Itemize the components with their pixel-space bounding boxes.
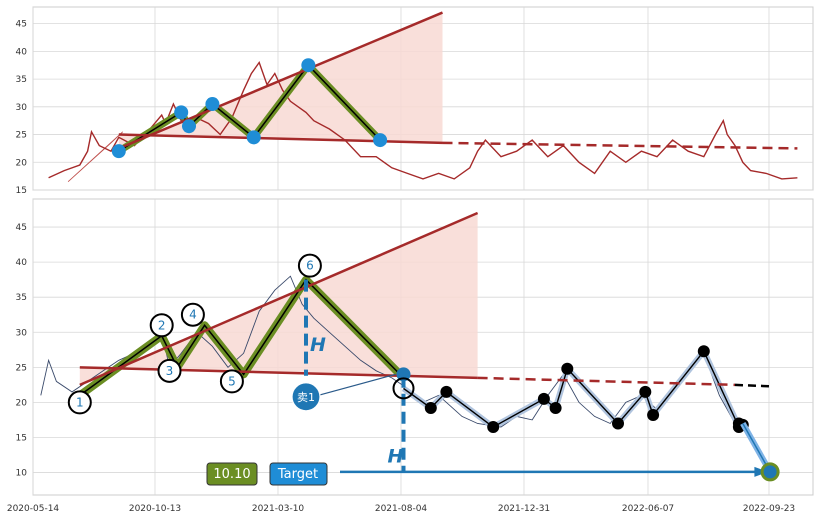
top-pivot-point xyxy=(111,144,126,159)
zigzag-point xyxy=(639,385,652,398)
top-ytick-label: 40 xyxy=(16,47,28,57)
pivot-label-circle xyxy=(157,358,182,383)
xtick-label: 2020-05-14 xyxy=(7,504,60,514)
xtick-label: 2022-09-23 xyxy=(743,504,795,514)
zigzag-point xyxy=(647,409,660,422)
bottom-ytick-label: 25 xyxy=(16,363,27,373)
target-value-box xyxy=(206,462,258,486)
breakout-marker xyxy=(392,377,415,400)
bottom-upper-trendline xyxy=(79,211,479,387)
target-point xyxy=(760,462,780,482)
top-pivot-point xyxy=(174,105,189,120)
xtick-label: 2021-08-04 xyxy=(375,504,428,514)
bottom-lower-trendline xyxy=(79,366,478,380)
xtick-label: 2021-12-31 xyxy=(498,504,550,514)
target-label-box xyxy=(269,462,328,486)
zigzag-point xyxy=(612,417,624,430)
bottom-ytick-label: 40 xyxy=(16,258,28,268)
height-label: H xyxy=(310,334,326,356)
top-pivot-point xyxy=(301,58,316,73)
xtick-label: 2021-03-10 xyxy=(252,504,305,514)
bottom-ytick-label: 15 xyxy=(16,433,27,443)
pivot-label-circle xyxy=(219,369,244,394)
sell-label: 卖1 xyxy=(297,391,315,404)
zigzag-point xyxy=(424,402,437,415)
top-ytick-label: 25 xyxy=(16,131,27,141)
top-ytick-label: 30 xyxy=(16,103,28,113)
zigzag-point xyxy=(561,362,574,375)
top-pivot-point xyxy=(246,130,261,145)
top-lower-trendline xyxy=(118,133,443,145)
zigzag-point xyxy=(440,385,453,398)
pivot-label: 6 xyxy=(306,259,314,273)
bottom-ytick-label: 35 xyxy=(16,293,27,303)
top-ytick-label: 45 xyxy=(16,20,27,30)
target-label: Target xyxy=(277,467,318,482)
top-pivot-point xyxy=(182,119,196,134)
xtick-label: 2022-06-07 xyxy=(622,504,674,514)
pivot-label: 3 xyxy=(166,364,174,378)
sell-callout-bubble xyxy=(291,382,321,412)
top-pivot-point xyxy=(373,133,388,148)
pivot-label-circle xyxy=(180,302,205,327)
top-ytick-label: 35 xyxy=(16,75,27,85)
pivot-label-circle xyxy=(67,390,92,415)
sell-callout-line xyxy=(317,373,396,396)
top-upper-trendline xyxy=(118,11,443,150)
pivot-label-circle xyxy=(149,313,174,338)
bottom-ytick-label: 45 xyxy=(16,223,27,233)
target-value-label: 10.10 xyxy=(213,467,250,482)
bottom-ytick-label: 20 xyxy=(16,398,28,408)
height-label-projected: H xyxy=(388,446,404,468)
top-early-triangle xyxy=(67,131,123,182)
zigzag-point xyxy=(487,420,500,433)
pivot-label: 5 xyxy=(228,374,236,388)
bottom-trendline-extension xyxy=(477,376,736,387)
sell-point xyxy=(396,367,411,382)
bottom-ytick-label: 10 xyxy=(16,469,28,479)
bottom-ytick-label: 30 xyxy=(16,328,28,338)
zigzag-point xyxy=(549,402,562,415)
top-pivot-point xyxy=(205,97,220,112)
zigzag-point xyxy=(697,345,710,358)
zigzag-point xyxy=(537,392,550,405)
zigzag-line xyxy=(403,349,744,428)
top-ytick-label: 20 xyxy=(16,158,28,168)
pivot-label: 1 xyxy=(76,395,84,409)
xtick-label: 2020-10-13 xyxy=(129,504,181,514)
black-trend-extension xyxy=(734,383,771,388)
top-trendline-extension xyxy=(442,141,798,150)
pivot-label: 2 xyxy=(158,318,166,332)
pivot-label-circle xyxy=(297,253,322,278)
top-ytick-label: 15 xyxy=(16,186,27,196)
pivot-label: 4 xyxy=(189,308,197,322)
